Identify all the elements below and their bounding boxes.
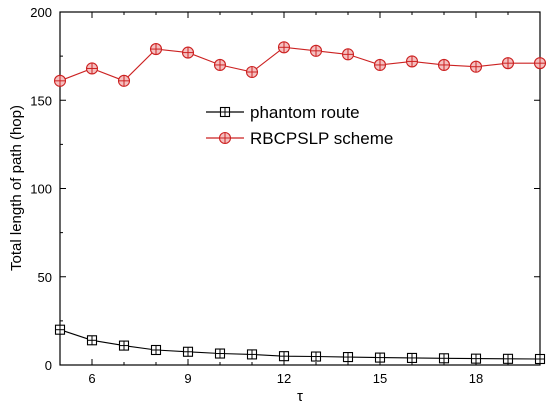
legend-marker-rbcpslp-scheme	[218, 131, 232, 145]
data-point-rbcpslp-scheme	[277, 41, 291, 54]
data-point-phantom-route	[470, 353, 482, 364]
y-axis: 0 50 100 150 200	[30, 5, 540, 373]
plot-area-frame	[59, 11, 541, 366]
legend-item-rbcpslp-scheme: RBCPSLP scheme	[206, 129, 393, 148]
data-point-phantom-route	[374, 352, 386, 363]
data-point-phantom-route	[182, 346, 194, 357]
data-point-rbcpslp-scheme	[53, 74, 67, 87]
data-point-phantom-route	[502, 353, 514, 364]
series-rbcpslp-scheme	[53, 41, 547, 87]
x-tick-label: 9	[184, 371, 191, 386]
data-point-rbcpslp-scheme	[245, 65, 259, 79]
y-tick-label: 100	[30, 182, 52, 197]
series-layer	[53, 41, 547, 365]
data-point-phantom-route	[342, 352, 354, 363]
data-point-rbcpslp-scheme	[309, 44, 323, 57]
y-tick-label: 50	[38, 270, 52, 285]
data-point-rbcpslp-scheme	[469, 60, 483, 73]
data-point-rbcpslp-scheme	[405, 55, 419, 68]
legend-label-phantom-route: phantom route	[250, 103, 360, 122]
data-point-phantom-route	[534, 353, 546, 365]
data-point-rbcpslp-scheme	[85, 62, 99, 75]
data-point-phantom-route	[150, 344, 162, 356]
data-point-phantom-route	[406, 352, 418, 363]
data-point-rbcpslp-scheme	[501, 57, 515, 70]
data-point-rbcpslp-scheme	[149, 43, 163, 56]
data-point-phantom-route	[438, 353, 450, 364]
data-point-rbcpslp-scheme	[181, 46, 195, 59]
x-axis-label: τ	[297, 388, 303, 405]
x-tick-label: 15	[373, 371, 387, 386]
data-point-rbcpslp-scheme	[437, 58, 451, 71]
data-point-rbcpslp-scheme	[341, 48, 355, 61]
data-point-phantom-route	[86, 335, 98, 346]
legend: phantom route RBCPSLP scheme	[204, 95, 424, 153]
data-point-phantom-route	[246, 349, 258, 360]
y-tick-label: 200	[30, 5, 52, 20]
data-point-rbcpslp-scheme	[213, 58, 227, 71]
x-tick-label: 12	[277, 371, 291, 386]
data-point-phantom-route	[278, 351, 290, 362]
y-tick-label: 0	[45, 358, 52, 373]
x-tick-label: 6	[88, 371, 95, 386]
legend-box	[204, 95, 424, 153]
y-axis-label: Total length of path (hop)	[8, 105, 25, 271]
data-point-phantom-route	[214, 348, 226, 359]
series-line-phantom-route	[59, 329, 541, 360]
legend-label-rbcpslp-scheme: RBCPSLP scheme	[250, 129, 393, 148]
data-point-rbcpslp-scheme	[533, 57, 547, 70]
y-tick-label: 150	[30, 93, 52, 108]
data-point-phantom-route	[310, 351, 322, 362]
legend-item-phantom-route: phantom route	[206, 103, 360, 122]
x-tick-label: 18	[469, 371, 483, 386]
data-point-phantom-route	[118, 340, 130, 351]
x-axis: 6 9 12 15 18	[59, 12, 541, 386]
data-point-phantom-route	[54, 324, 66, 335]
series-phantom-route	[54, 324, 546, 365]
data-point-rbcpslp-scheme	[117, 74, 131, 87]
series-line-rbcpslp-scheme	[59, 46, 540, 82]
legend-marker-phantom-route	[219, 106, 231, 118]
data-point-rbcpslp-scheme	[373, 58, 387, 71]
